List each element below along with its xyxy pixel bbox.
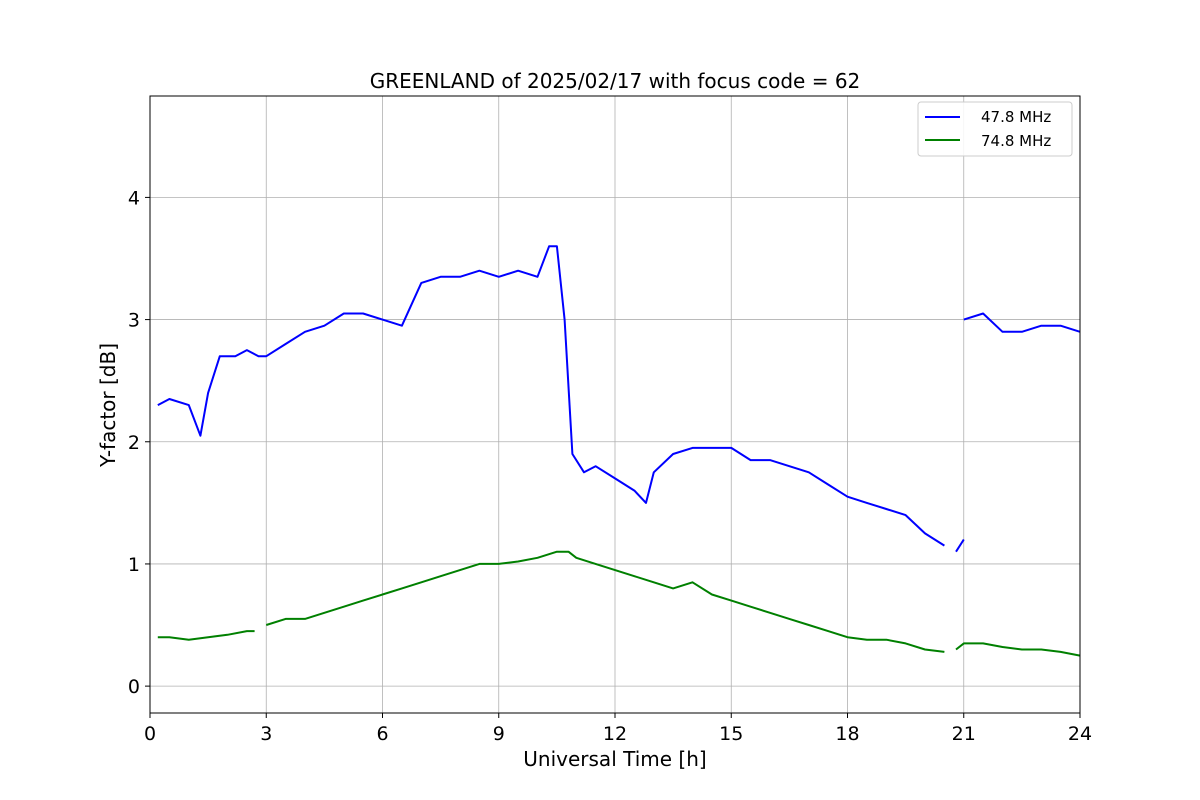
x-tick-label: 24 — [1068, 723, 1092, 745]
x-tick-label: 3 — [260, 723, 272, 745]
legend: 47.8 MHz 74.8 MHz — [917, 101, 1073, 157]
x-axis-label: Universal Time [h] — [523, 747, 706, 771]
legend-label-47-8-mhz: 47.8 MHz — [981, 108, 1051, 126]
y-tick-label: 1 — [128, 554, 140, 576]
x-tick-label: 12 — [603, 723, 627, 745]
x-tick-label: 15 — [719, 723, 743, 745]
y-tick-label: 2 — [128, 432, 140, 454]
chart-title: GREENLAND of 2025/02/17 with focus code … — [370, 69, 861, 93]
legend-box — [917, 101, 1073, 157]
legend-label-74-8-mhz: 74.8 MHz — [981, 132, 1051, 150]
y-tick-label: 3 — [128, 310, 140, 332]
x-tick-label: 0 — [144, 723, 156, 745]
y-tick-label: 0 — [128, 676, 140, 698]
series-line-74-8-mhz — [157, 550, 1081, 657]
series-line-47-8-mhz — [157, 245, 1081, 553]
y-tick-label: 4 — [128, 187, 140, 209]
x-tick-label: 6 — [376, 723, 388, 745]
x-tick-label: 18 — [835, 723, 859, 745]
x-tick-label: 21 — [952, 723, 976, 745]
series-layer — [157, 245, 1081, 657]
y-axis-label: Y-factor [dB] — [96, 343, 120, 468]
x-tick-label: 9 — [493, 723, 505, 745]
